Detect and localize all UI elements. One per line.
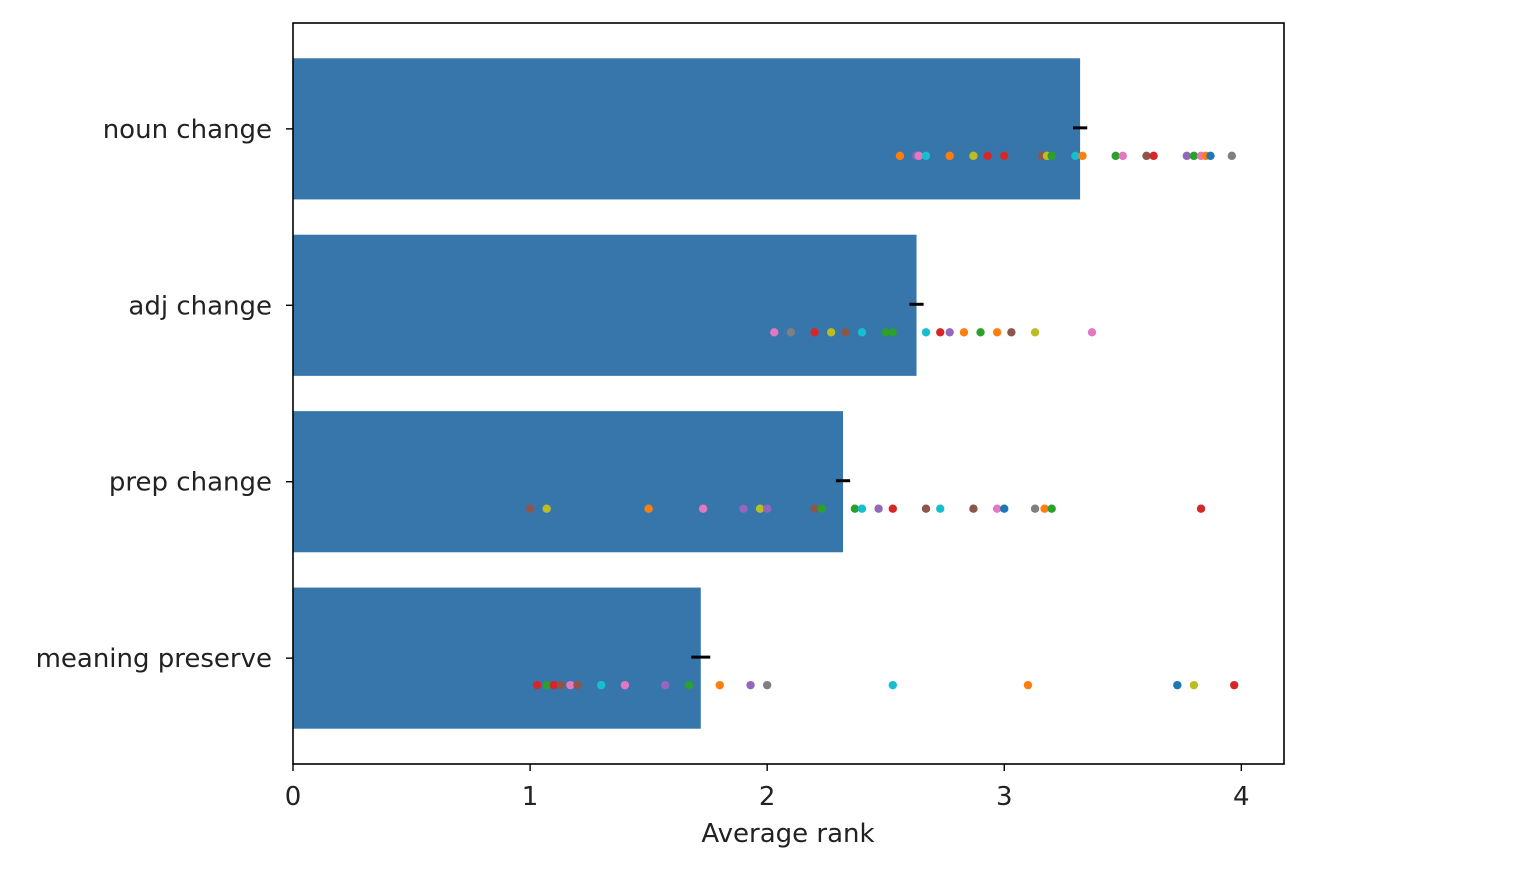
data-point-1-7 — [888, 328, 898, 337]
data-point-3-17 — [1230, 680, 1239, 690]
x-tick-label-1: 1 — [522, 782, 539, 812]
data-point-2-0 — [525, 504, 535, 513]
y-tick-label-1: adj change — [128, 291, 272, 321]
plot-frame — [292, 22, 1285, 765]
data-point-0-15 — [1142, 151, 1151, 161]
data-point-1-15 — [1030, 328, 1040, 337]
data-point-1-8 — [921, 328, 931, 337]
data-point-1-0 — [770, 328, 779, 337]
data-point-2-10 — [857, 504, 867, 513]
bar-2 — [293, 411, 844, 553]
data-point-1-3 — [826, 328, 836, 337]
bars-layer — [293, 58, 1081, 729]
data-point-2-11 — [874, 504, 883, 513]
data-point-1-10 — [945, 328, 954, 337]
bar-1 — [293, 234, 917, 376]
y-tick-label-3: meaning preserve — [36, 644, 272, 674]
data-point-3-13 — [888, 680, 898, 690]
data-point-1-4 — [841, 328, 850, 337]
data-point-1-16 — [1087, 328, 1097, 337]
data-point-0-17 — [1182, 151, 1191, 161]
data-point-0-22 — [1227, 151, 1237, 161]
data-point-0-0 — [895, 151, 905, 161]
data-point-0-11 — [1071, 151, 1080, 161]
data-point-3-2 — [549, 680, 558, 690]
data-point-1-11 — [959, 328, 969, 337]
data-point-0-3 — [921, 151, 931, 161]
data-point-0-10 — [1047, 151, 1056, 161]
data-point-2-8 — [817, 504, 826, 513]
data-point-2-13 — [921, 504, 931, 513]
data-point-1-13 — [992, 328, 1002, 337]
data-point-0-21 — [1206, 151, 1215, 161]
data-point-3-9 — [684, 680, 694, 690]
data-point-0-18 — [1189, 151, 1199, 161]
data-point-0-16 — [1149, 151, 1158, 161]
data-point-3-8 — [661, 680, 670, 690]
x-tick-label-3: 3 — [996, 782, 1013, 812]
data-point-0-2 — [914, 151, 924, 161]
x-axis: 0 1 2 3 4 — [285, 764, 1250, 812]
x-tick-label-0: 0 — [285, 782, 302, 812]
x-axis-label: Average rank — [701, 819, 874, 849]
errorbars-layer — [691, 126, 1088, 659]
data-point-3-15 — [1173, 680, 1182, 690]
y-axis: noun change adj change prep change meaning … — [36, 115, 293, 674]
data-point-3-16 — [1189, 680, 1199, 690]
x-tick-label-2: 2 — [759, 782, 776, 812]
data-point-1-2 — [810, 328, 819, 337]
data-point-0-4 — [945, 151, 954, 161]
data-point-2-19 — [1040, 504, 1049, 513]
data-point-3-12 — [762, 680, 772, 690]
data-point-1-12 — [976, 328, 985, 337]
data-point-2-21 — [1196, 504, 1206, 513]
data-point-1-1 — [786, 328, 796, 337]
data-point-3-11 — [746, 680, 755, 690]
data-point-0-13 — [1111, 151, 1120, 161]
data-point-3-1 — [542, 680, 551, 690]
data-point-2-4 — [739, 504, 748, 513]
data-point-3-14 — [1023, 680, 1033, 690]
data-point-0-5 — [969, 151, 978, 161]
data-point-2-3 — [698, 504, 708, 513]
data-point-2-18 — [1030, 504, 1040, 513]
data-point-3-5 — [573, 680, 582, 690]
data-point-2-17 — [1000, 504, 1009, 513]
bar-3 — [293, 587, 701, 729]
data-point-2-6 — [762, 504, 772, 513]
data-point-2-7 — [810, 504, 819, 513]
bar-0 — [293, 58, 1081, 200]
data-point-0-12 — [1078, 151, 1087, 161]
data-point-1-9 — [936, 328, 945, 337]
data-point-2-5 — [755, 504, 765, 513]
data-point-2-9 — [850, 504, 860, 513]
data-point-2-2 — [644, 504, 653, 513]
data-point-1-5 — [857, 328, 867, 337]
data-point-0-14 — [1118, 151, 1127, 161]
data-point-1-14 — [1007, 328, 1016, 337]
data-point-2-15 — [969, 504, 978, 513]
y-tick-label-0: noun change — [103, 115, 272, 145]
data-point-0-6 — [983, 151, 992, 161]
y-tick-label-2: prep change — [109, 468, 272, 498]
x-tick-label-4: 4 — [1233, 782, 1250, 812]
data-point-0-7 — [1000, 151, 1009, 161]
data-point-2-16 — [992, 504, 1002, 513]
data-point-3-4 — [566, 680, 575, 690]
data-point-3-0 — [532, 680, 542, 690]
data-point-3-7 — [620, 680, 630, 690]
data-point-1-6 — [881, 328, 890, 337]
data-point-2-1 — [542, 504, 551, 513]
data-point-2-12 — [888, 504, 898, 513]
data-point-2-14 — [936, 504, 945, 513]
data-point-3-3 — [556, 680, 566, 690]
data-point-3-6 — [597, 680, 606, 690]
data-point-2-20 — [1047, 504, 1056, 513]
data-point-3-10 — [715, 680, 724, 690]
points-layer — [525, 151, 1239, 690]
